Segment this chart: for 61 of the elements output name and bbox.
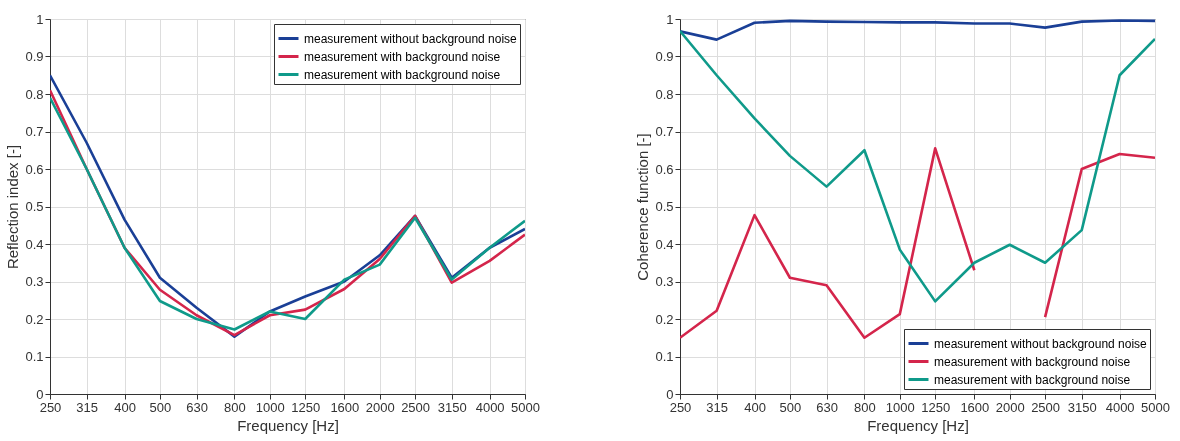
y-tick-label: 0.1 [25,349,44,364]
x-tick-label: 400 [744,399,766,415]
y-tick-label: 0.7 [655,124,674,139]
y-tick-label: 0 [36,386,44,402]
y-tick-label: 0.8 [655,86,674,102]
y-tick-label: 1 [36,11,44,27]
x-tick-label: 500 [779,399,802,415]
x-tick-label: 400 [114,399,136,415]
x-tick-label: 2500 [401,399,431,415]
y-tick-label: 0.5 [655,199,674,214]
x-tick-label: 1000 [885,399,915,415]
y-tick-label: 0.1 [655,349,674,364]
legend-label: measurement with background noise [934,354,1131,369]
y-tick-label: 1 [666,11,674,27]
y-tick-label: 0.3 [655,274,674,289]
y-tick-label: 0.4 [655,236,674,252]
x-tick-label: 1250 [291,399,321,415]
y-axis-title: Reflection index [-] [4,144,22,270]
x-tick-label: 1600 [330,399,360,415]
x-tick-label: 630 [816,399,838,415]
y-tick-label: 0.9 [25,49,44,64]
y-axis-title: Coherence function [-] [634,133,652,281]
y-tick-label: 0.8 [25,86,44,102]
x-axis-title: Frequency [Hz] [867,416,969,434]
x-tick-label: 2000 [365,399,395,415]
y-tick-label: 0.7 [25,124,44,139]
x-tick-label: 500 [149,399,172,415]
x-tick-label: 250 [39,399,62,415]
x-tick-label: 630 [186,399,208,415]
legend-label: measurement with background noise [934,372,1131,387]
y-tick-label: 0.5 [25,199,44,214]
x-tick-label: 800 [224,399,246,415]
x-tick-label: 1600 [960,399,990,415]
legend-label: measurement without background noise [304,31,518,46]
legend-label: measurement with background noise [304,49,501,64]
x-tick-label: 3150 [437,399,467,415]
y-tick-label: 0.4 [25,236,44,252]
x-tick-label: 5000 [1141,399,1170,415]
y-tick-label: 0 [666,386,674,402]
y-tick-label: 0.9 [655,49,674,64]
x-tick-label: 315 [706,399,728,415]
x-tick-label: 800 [854,399,876,415]
x-tick-label: 4000 [475,399,505,415]
x-tick-label: 1250 [921,399,951,415]
x-tick-label: 2500 [1031,399,1061,415]
x-tick-label: 4000 [1105,399,1135,415]
legend-label: measurement with background noise [304,67,501,82]
x-tick-label: 1000 [255,399,285,415]
y-tick-label: 0.3 [25,274,44,289]
x-tick-label: 5000 [511,399,540,415]
x-tick-label: 315 [76,399,98,415]
y-tick-label: 0.6 [25,161,44,177]
x-tick-label: 3150 [1067,399,1097,415]
legend-label: measurement without background noise [934,336,1148,351]
y-tick-label: 0.2 [655,311,674,327]
x-axis-title: Frequency [Hz] [237,416,339,434]
line-series [680,29,1155,303]
y-tick-label: 0.6 [655,161,674,177]
x-tick-label: 2000 [995,399,1025,415]
x-tick-label: 250 [669,399,692,415]
y-tick-label: 0.2 [25,311,44,327]
